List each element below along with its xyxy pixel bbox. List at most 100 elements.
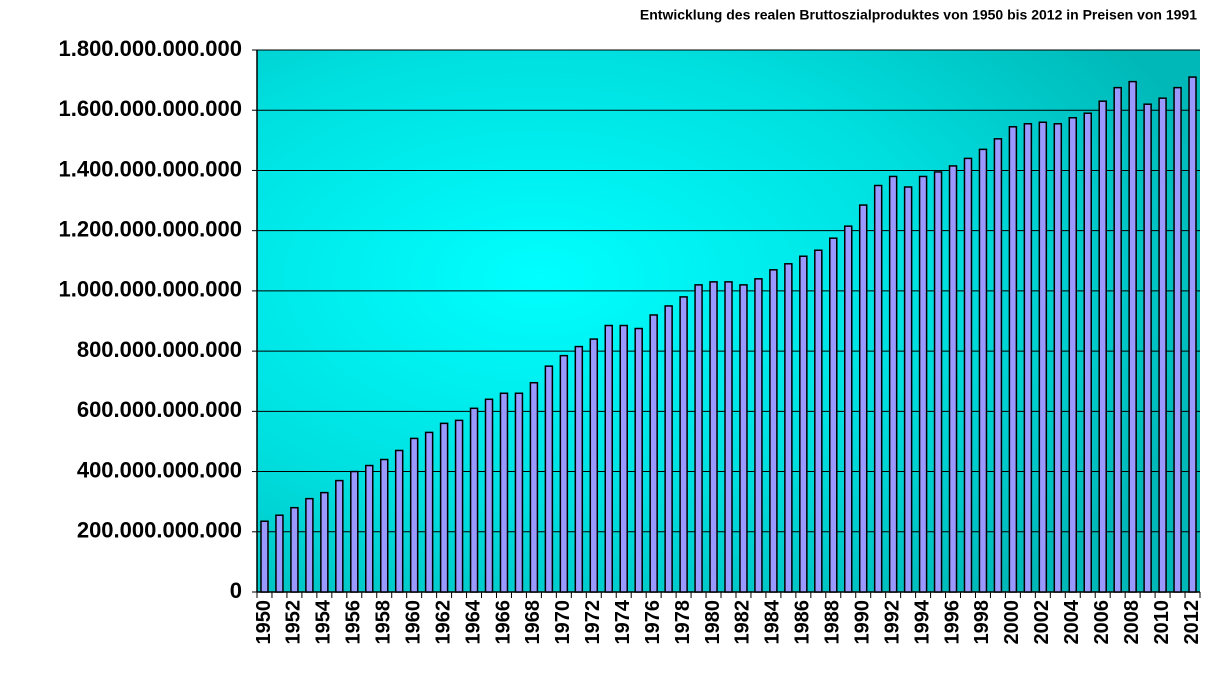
bar [1158,97,1167,593]
bar [275,514,284,593]
x-tick-label: 2006 [1091,600,1113,645]
bar [394,449,404,593]
x-tick-label: 1956 [343,600,365,645]
bar [888,175,898,593]
x-tick-label: 1954 [313,599,335,644]
bar [499,392,509,593]
bar [1128,80,1137,593]
x-tick-label: 1950 [253,600,275,645]
bar [365,464,374,593]
bar [350,470,359,593]
bar [514,392,524,593]
x-tick-label: 1982 [732,600,754,645]
x-tick-label: 1970 [552,600,574,645]
bar [799,255,808,593]
y-tick-label: 1.000.000.000.000 [58,277,242,302]
x-tick-label: 2012 [1181,600,1203,645]
x-tick-label: 1972 [582,600,604,645]
bar [409,437,419,593]
x-tick-label: 1988 [822,600,844,645]
x-tick-label: 1996 [941,600,963,645]
bar [305,497,314,593]
bar [1098,100,1107,593]
bar [739,284,748,593]
bar [260,520,269,593]
chart-title: Entwicklung des realen Bruttoszialproduk… [640,7,1197,23]
bar [290,506,299,593]
x-tick-label: 1964 [462,599,484,644]
bar [320,491,329,593]
bar [843,225,853,593]
bar [1083,112,1092,593]
bar [1008,126,1018,593]
bar [589,338,599,593]
bar [335,479,344,593]
bar [963,157,973,593]
x-tick-label: 2010 [1151,600,1173,645]
y-tick-label: 1.400.000.000.000 [58,156,242,181]
x-tick-label: 1990 [851,600,873,645]
y-tick-label: 400.000.000.000 [77,457,242,482]
bar [529,381,539,593]
y-tick-label: 1.600.000.000.000 [58,96,242,121]
x-tick-label: 1962 [432,600,454,645]
bar [379,458,389,593]
bar [1053,123,1063,593]
x-tick-label: 1974 [612,599,634,644]
bar [978,148,988,593]
bar [1038,121,1048,593]
y-tick-label: 0 [230,578,242,603]
bar [604,324,614,593]
x-tick-label: 1968 [522,600,544,645]
x-tick-label: 1966 [492,600,514,645]
bar [679,296,688,593]
bar [454,419,464,593]
bar [469,407,479,593]
bar [1113,86,1122,593]
bar [1143,103,1152,593]
bar [873,184,883,593]
y-tick-label: 200.000.000.000 [77,518,242,543]
bar [1173,86,1182,593]
bar [903,186,913,593]
bar [829,237,838,593]
bar [439,422,449,593]
bar [1023,123,1033,593]
x-tick-label: 1998 [971,600,993,645]
bar [424,431,434,593]
x-tick-label: 1958 [373,600,395,645]
bar [948,165,958,593]
bar [619,324,628,593]
bar [544,365,554,593]
x-tick-label: 1960 [402,600,424,645]
bar [1068,117,1078,593]
x-tick-label: 2002 [1031,600,1053,645]
bar [1188,76,1197,593]
x-tick-label: 1984 [762,599,784,644]
x-tick-label: 1980 [702,600,724,645]
x-tick-label: 1952 [283,600,305,645]
x-tick-label: 1992 [881,600,903,645]
bar [993,138,1003,593]
bar [784,263,793,593]
bar [754,278,763,593]
x-axis-ticks [256,592,1201,598]
x-tick-label: 1978 [672,600,694,645]
bar [559,354,569,593]
bar [574,345,584,593]
bar [724,281,733,593]
x-tick-label: 1986 [792,600,814,645]
x-tick-label: 1994 [911,599,933,644]
bar [918,175,928,593]
y-tick-label: 1.800.000.000.000 [58,36,242,61]
bar [634,327,643,593]
x-tick-label: 2008 [1121,600,1143,645]
bar [484,398,494,593]
y-tick-label: 800.000.000.000 [77,337,242,362]
x-tick-label: 2000 [1001,600,1023,645]
bar [694,284,703,593]
bar [709,281,718,593]
x-tick-label: 1976 [642,600,664,645]
